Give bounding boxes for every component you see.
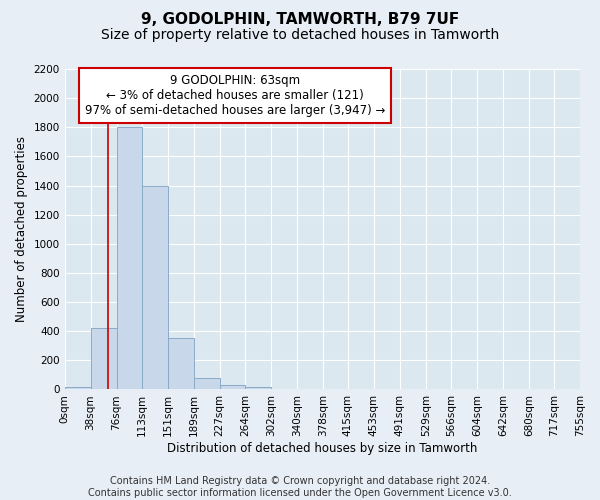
Bar: [220, 385, 245, 390]
Bar: [194, 378, 220, 390]
Text: Size of property relative to detached houses in Tamworth: Size of property relative to detached ho…: [101, 28, 499, 42]
Bar: [142, 186, 168, 390]
Bar: [65, 388, 91, 390]
Text: 9, GODOLPHIN, TAMWORTH, B79 7UF: 9, GODOLPHIN, TAMWORTH, B79 7UF: [141, 12, 459, 28]
Bar: [245, 386, 271, 390]
Bar: [168, 338, 194, 390]
Y-axis label: Number of detached properties: Number of detached properties: [15, 136, 28, 322]
Bar: [116, 128, 142, 390]
X-axis label: Distribution of detached houses by size in Tamworth: Distribution of detached houses by size …: [167, 442, 478, 455]
Bar: [271, 388, 297, 390]
Bar: [91, 328, 116, 390]
Text: Contains HM Land Registry data © Crown copyright and database right 2024.
Contai: Contains HM Land Registry data © Crown c…: [88, 476, 512, 498]
Text: 9 GODOLPHIN: 63sqm
← 3% of detached houses are smaller (121)
97% of semi-detache: 9 GODOLPHIN: 63sqm ← 3% of detached hous…: [85, 74, 385, 117]
